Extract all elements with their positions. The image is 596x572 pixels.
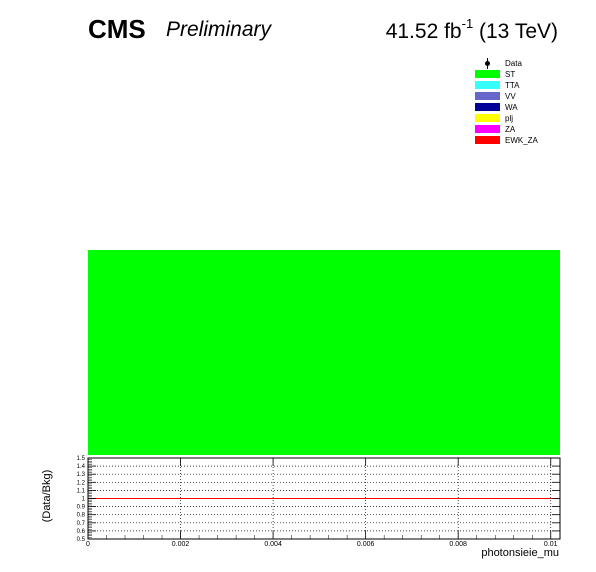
- legend-label: TTA: [505, 81, 520, 90]
- legend-entry: ST: [474, 69, 564, 80]
- y-tick-label: 0.9: [77, 505, 86, 511]
- legend-swatch: [475, 70, 500, 78]
- lumi-value: 41.52 fb: [385, 20, 462, 43]
- y-tick-label: 0.6: [77, 529, 86, 535]
- stack-area-st: [88, 250, 560, 455]
- x-tick-label: 0.008: [449, 541, 467, 548]
- legend-entry: ZA: [474, 124, 564, 135]
- y-tick-label: 1.5: [77, 456, 86, 462]
- lumi-exponent: -1: [461, 16, 474, 31]
- y-tick-label: 1: [82, 497, 86, 503]
- legend-label: plj: [505, 114, 514, 123]
- legend-label: VV: [505, 92, 516, 101]
- legend-swatch: [475, 125, 500, 133]
- x-tick-label: 0.01: [544, 541, 558, 548]
- legend-marker-icon: [485, 58, 490, 69]
- legend-entry: Data: [474, 58, 564, 69]
- legend-entry: TTA: [474, 80, 564, 91]
- luminosity-label: 41.52 fb-1 (13 TeV): [385, 16, 558, 44]
- x-axis-label: photonsieie_mu: [481, 547, 559, 559]
- y-tick-label: 1.4: [77, 464, 86, 470]
- energy-label: (13 TeV): [473, 20, 558, 43]
- legend-entry: VV: [474, 91, 564, 102]
- legend-entry: EWK_ZA: [474, 135, 564, 146]
- status-label: Preliminary: [166, 18, 272, 41]
- x-tick-label: 0.006: [357, 541, 375, 548]
- legend-swatch: [475, 103, 500, 111]
- x-tick-label: 0.002: [172, 541, 190, 548]
- y-tick-label: 0.8: [77, 513, 86, 519]
- y-tick-label: 1.2: [77, 480, 86, 486]
- legend-entry: plj: [474, 113, 564, 124]
- legend-swatch: [475, 92, 500, 100]
- x-tick-label: 0: [86, 541, 90, 548]
- legend-entry: WA: [474, 102, 564, 113]
- y-tick-label: 1.1: [77, 488, 86, 494]
- legend-swatch: [475, 81, 500, 89]
- legend-label: WA: [505, 103, 518, 112]
- legend-swatch: [475, 136, 500, 144]
- x-tick-label: 0.004: [264, 541, 282, 548]
- experiment-label: CMS: [88, 14, 146, 44]
- y-tick-label: 1.3: [77, 472, 86, 478]
- legend-label: ST: [505, 70, 516, 79]
- legend: Data ST TTA VV WA plj ZA EWK_ZA: [474, 58, 564, 146]
- legend-label: Data: [505, 59, 522, 68]
- legend-label: EWK_ZA: [505, 136, 538, 145]
- legend-label: ZA: [505, 125, 516, 134]
- y-tick-label: 0.5: [77, 537, 86, 543]
- legend-swatch: [475, 114, 500, 122]
- ratio-y-axis-label: (Data/Bkg): [41, 469, 53, 523]
- y-tick-label: 0.7: [77, 521, 86, 527]
